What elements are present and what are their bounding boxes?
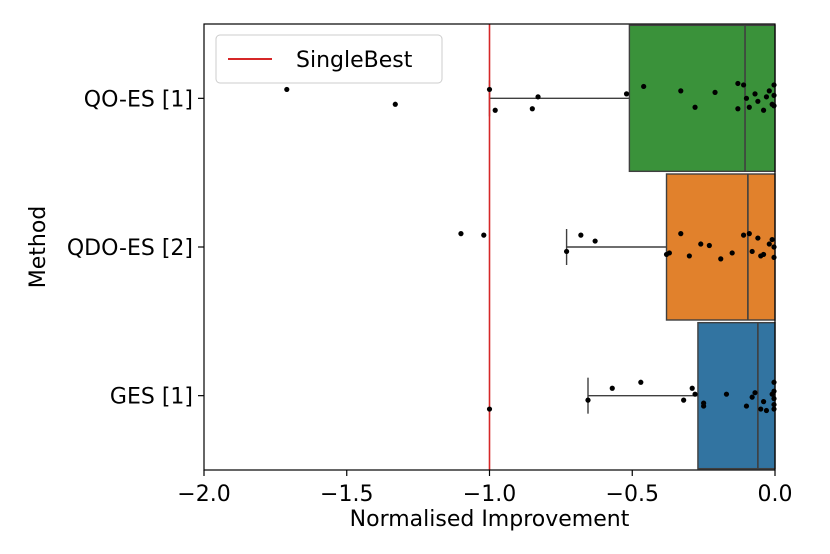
data-point — [678, 231, 684, 237]
data-point — [681, 397, 687, 403]
y-tick-label: QDO-ES [2] — [67, 236, 193, 261]
y-tick-label: QO-ES [1] — [84, 87, 193, 112]
data-point — [689, 385, 695, 391]
data-point — [752, 390, 758, 396]
data-point — [766, 88, 772, 94]
data-point — [746, 231, 752, 237]
data-point — [686, 253, 692, 259]
data-point — [771, 406, 777, 412]
data-point — [740, 232, 747, 238]
data-point — [763, 407, 770, 414]
x-tick-label: −1.5 — [320, 482, 373, 507]
data-point — [638, 379, 644, 385]
data-point — [771, 244, 777, 250]
data-point — [743, 403, 750, 409]
data-point — [578, 232, 584, 238]
data-point — [585, 397, 591, 403]
x-tick-label: −2.0 — [177, 482, 230, 507]
data-point — [666, 250, 672, 256]
x-tick-label: −1.0 — [463, 482, 516, 507]
data-point — [763, 94, 770, 100]
data-point — [729, 250, 735, 256]
data-point — [771, 396, 777, 402]
y-tick-label: GES [1] — [110, 385, 193, 410]
data-point — [758, 406, 764, 412]
x-axis-label: Normalised Improvement — [350, 507, 630, 532]
data-point — [609, 385, 615, 391]
data-point — [752, 91, 758, 97]
data-point — [481, 232, 487, 238]
data-point — [535, 94, 541, 100]
data-point — [771, 92, 777, 98]
y-axis: QO-ES [1] QDO-ES [2] GES [1] — [67, 87, 204, 410]
data-point — [735, 80, 741, 87]
y-axis-label: Method — [26, 206, 51, 289]
x-tick-label: 0.0 — [758, 482, 793, 507]
data-point — [486, 86, 493, 93]
x-axis: −2.0 −1.5 −1.0 −0.5 0.0 — [177, 470, 793, 507]
data-point — [641, 83, 647, 90]
data-point — [529, 106, 535, 112]
data-point — [698, 241, 704, 247]
data-point — [749, 248, 755, 255]
data-point — [743, 95, 750, 101]
data-point — [760, 399, 767, 405]
box-ges-1 — [587, 321, 776, 470]
data-point — [486, 406, 493, 412]
data-point — [718, 256, 724, 262]
data-point — [755, 98, 761, 104]
data-point — [735, 106, 741, 112]
box-qo-es-1 — [488, 24, 776, 173]
data-point — [771, 379, 777, 385]
data-point — [392, 101, 398, 107]
data-point — [701, 403, 707, 409]
boxes-layer — [488, 24, 776, 470]
data-point — [592, 238, 598, 244]
data-point — [771, 388, 777, 394]
data-point — [712, 89, 718, 95]
data-point — [749, 394, 755, 400]
box-qdo-es-2 — [565, 173, 776, 321]
data-point — [740, 82, 747, 88]
legend-entry-singlebest: SingleBest — [296, 48, 413, 73]
legend-box — [215, 34, 443, 84]
data-point — [692, 391, 698, 397]
data-point — [492, 107, 498, 113]
iqr-box-qo-es-1 — [628, 24, 776, 173]
data-point — [771, 82, 777, 88]
data-point — [760, 107, 767, 113]
legend: SingleBest — [215, 34, 443, 84]
data-point — [458, 231, 464, 237]
data-point — [760, 251, 767, 258]
data-point — [706, 242, 712, 249]
data-point — [769, 236, 775, 243]
data-point — [771, 254, 777, 261]
data-point — [766, 241, 772, 247]
data-point — [746, 104, 752, 110]
data-point — [623, 91, 630, 97]
data-point — [284, 86, 290, 93]
x-tick-label: −0.5 — [606, 482, 659, 507]
data-point — [692, 104, 698, 110]
data-point — [755, 235, 761, 241]
iqr-box-ges-1 — [697, 321, 776, 470]
data-point — [771, 401, 777, 408]
data-point — [771, 103, 777, 109]
data-point — [723, 391, 730, 397]
data-point — [563, 248, 570, 255]
data-point — [678, 88, 684, 94]
iqr-box-qdo-es-2 — [665, 173, 776, 321]
